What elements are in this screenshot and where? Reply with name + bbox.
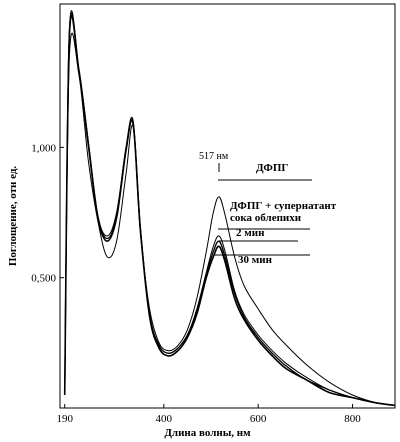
series-line-4 [63, 15, 395, 407]
axis-ticks: 190 400 600 800 1,000 0,500 [31, 142, 361, 425]
series-annotation-2: ДФПГ + супернатант [230, 200, 337, 212]
plot-border [59, 3, 396, 409]
series-annotation-5: 30 мин [238, 254, 273, 266]
x-axis-label: Длина волны, нм [164, 427, 251, 439]
plot-frame [59, 3, 396, 409]
peak-label: 517 нм [199, 151, 229, 162]
y-tick-label: 1,000 [31, 142, 56, 154]
y-tick-label: 0,500 [31, 273, 56, 285]
x-tick-label: 190 [56, 413, 73, 425]
x-tick-label: 800 [344, 413, 361, 425]
series-annotation-3: сока облепихи [230, 212, 302, 224]
x-tick-label: 400 [156, 413, 173, 425]
x-tick-label: 600 [250, 413, 267, 425]
y-axis-label: Поглощение, отн ед. [7, 166, 19, 267]
series-lines [63, 10, 395, 407]
series-annotation-1: ДФПГ [256, 162, 288, 174]
series-annotation-4: 2 мин [236, 227, 265, 239]
series-line-1 [64, 32, 395, 406]
